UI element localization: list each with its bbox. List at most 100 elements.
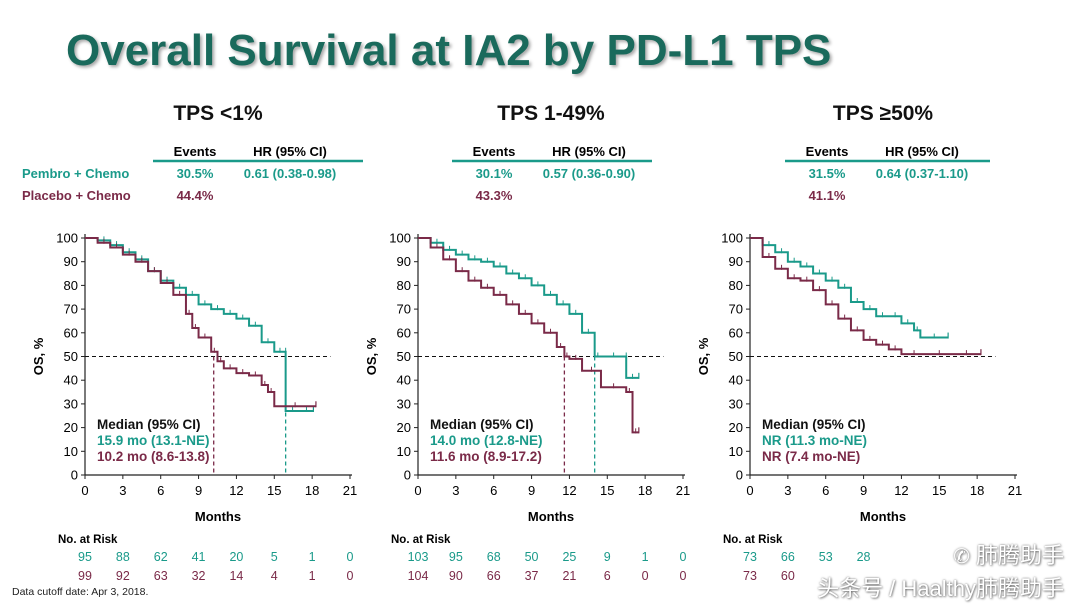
median-pembro: 15.9 mo (13.1-NE) [97,433,210,448]
watermark: ✆ 肺腾助手 头条号 / Haalthy肺腾助手 [817,540,1064,605]
events-pembro: 30.5% [177,166,214,181]
y-axis-label: OS, % [364,337,379,375]
y-tick-label: 100 [721,231,743,246]
x-tick-label: 15 [267,483,281,498]
x-tick-label: 15 [600,483,614,498]
panel-subtitle: TPS <1% [173,102,263,125]
watermark-line-2: 头条号 / Haalthy肺腾助手 [817,576,1064,601]
median-placebo: 10.2 mo (8.6-13.8) [97,449,210,464]
x-tick-label: 21 [343,483,357,498]
wechat-icon: ✆ [953,546,970,568]
y-tick-label: 30 [397,396,411,411]
x-tick-label: 21 [676,483,690,498]
watermark-line-1: 肺腾助手 [975,543,1064,568]
at-risk-pembro: 25 [562,550,576,564]
hr-value: 0.57 (0.36-0.90) [543,166,636,181]
y-tick-label: 0 [71,468,78,483]
x-axis-label: Months [528,509,574,524]
y-tick-label: 20 [64,420,78,435]
y-tick-label: 10 [64,444,78,459]
x-axis-label: Months [860,509,906,524]
at-risk-placebo: 99 [78,569,92,583]
x-tick-label: 3 [784,483,791,498]
y-tick-label: 60 [729,325,743,340]
x-tick-label: 6 [490,483,497,498]
at-risk-placebo: 37 [525,569,539,583]
at-risk-label: No. at Risk [58,534,118,546]
y-tick-label: 90 [729,254,743,269]
y-tick-label: 70 [729,302,743,317]
at-risk-placebo: 73 [743,569,757,583]
median-header: Median (95% CI) [430,417,534,432]
y-tick-label: 80 [729,278,743,293]
at-risk-pembro: 95 [78,550,92,564]
events-placebo: 43.3% [476,188,513,203]
at-risk-label: No. at Risk [723,534,783,546]
chart-panel-2: TPS 1-49% Events HR (95% CI) 30.1% 0.57 (0.3… [364,102,690,583]
at-risk-pembro: 41 [192,550,206,564]
x-tick-label: 9 [860,483,867,498]
x-tick-label: 18 [638,483,652,498]
x-tick-label: 15 [932,483,946,498]
y-tick-label: 50 [397,349,411,364]
at-risk-pembro: 0 [347,550,354,564]
median-pembro: 14.0 mo (12.8-NE) [430,433,543,448]
x-tick-label: 9 [195,483,202,498]
x-tick-label: 9 [528,483,535,498]
at-risk-placebo: 14 [229,569,243,583]
events-placebo: 44.4% [177,188,214,203]
x-tick-label: 12 [562,483,576,498]
y-tick-label: 20 [397,420,411,435]
x-tick-label: 0 [414,483,421,498]
at-risk-placebo: 1 [309,569,316,583]
y-axis-label: OS, % [31,337,46,375]
at-risk-pembro: 53 [819,550,833,564]
y-tick-label: 70 [397,302,411,317]
at-risk-pembro: 1 [642,550,649,564]
y-tick-label: 30 [64,396,78,411]
at-risk-placebo: 90 [449,569,463,583]
legend-placebo: Placebo + Chemo [22,188,131,203]
at-risk-placebo: 66 [487,569,501,583]
x-tick-label: 12 [229,483,243,498]
y-tick-label: 0 [404,468,411,483]
y-tick-label: 40 [397,373,411,388]
x-tick-label: 6 [157,483,164,498]
y-tick-label: 60 [64,325,78,340]
hr-header: HR (95% CI) [253,144,327,159]
at-risk-placebo: 0 [347,569,354,583]
km-curve-pembro [750,237,949,339]
at-risk-placebo: 6 [604,569,611,583]
km-curve-placebo [418,237,639,434]
at-risk-placebo: 104 [408,569,429,583]
at-risk-pembro: 1 [309,550,316,564]
km-curve-pembro [85,237,314,413]
at-risk-placebo: 4 [271,569,278,583]
at-risk-pembro: 5 [271,550,278,564]
at-risk-pembro: 103 [408,550,429,564]
y-tick-label: 70 [64,302,78,317]
page-title: Overall Survival at IA2 by PD-L1 TPS [66,26,832,75]
y-tick-label: 50 [729,349,743,364]
y-tick-label: 100 [56,231,78,246]
events-pembro: 30.1% [476,166,513,181]
hr-header: HR (95% CI) [552,144,626,159]
y-tick-label: 10 [729,444,743,459]
panel-subtitle: TPS ≥50% [833,102,934,125]
events-header: Events [473,144,516,159]
y-tick-label: 80 [64,278,78,293]
y-tick-label: 40 [729,373,743,388]
hr-header: HR (95% CI) [885,144,959,159]
y-tick-label: 40 [64,373,78,388]
events-header: Events [174,144,217,159]
data-cutoff-note: Data cutoff date: Apr 3, 2018. [12,586,149,598]
y-tick-label: 90 [397,254,411,269]
at-risk-placebo: 21 [562,569,576,583]
x-axis-label: Months [195,509,241,524]
at-risk-pembro: 20 [229,550,243,564]
median-pembro: NR (11.3 mo-NE) [762,433,867,448]
y-tick-label: 50 [64,349,78,364]
at-risk-pembro: 73 [743,550,757,564]
y-tick-label: 30 [729,396,743,411]
